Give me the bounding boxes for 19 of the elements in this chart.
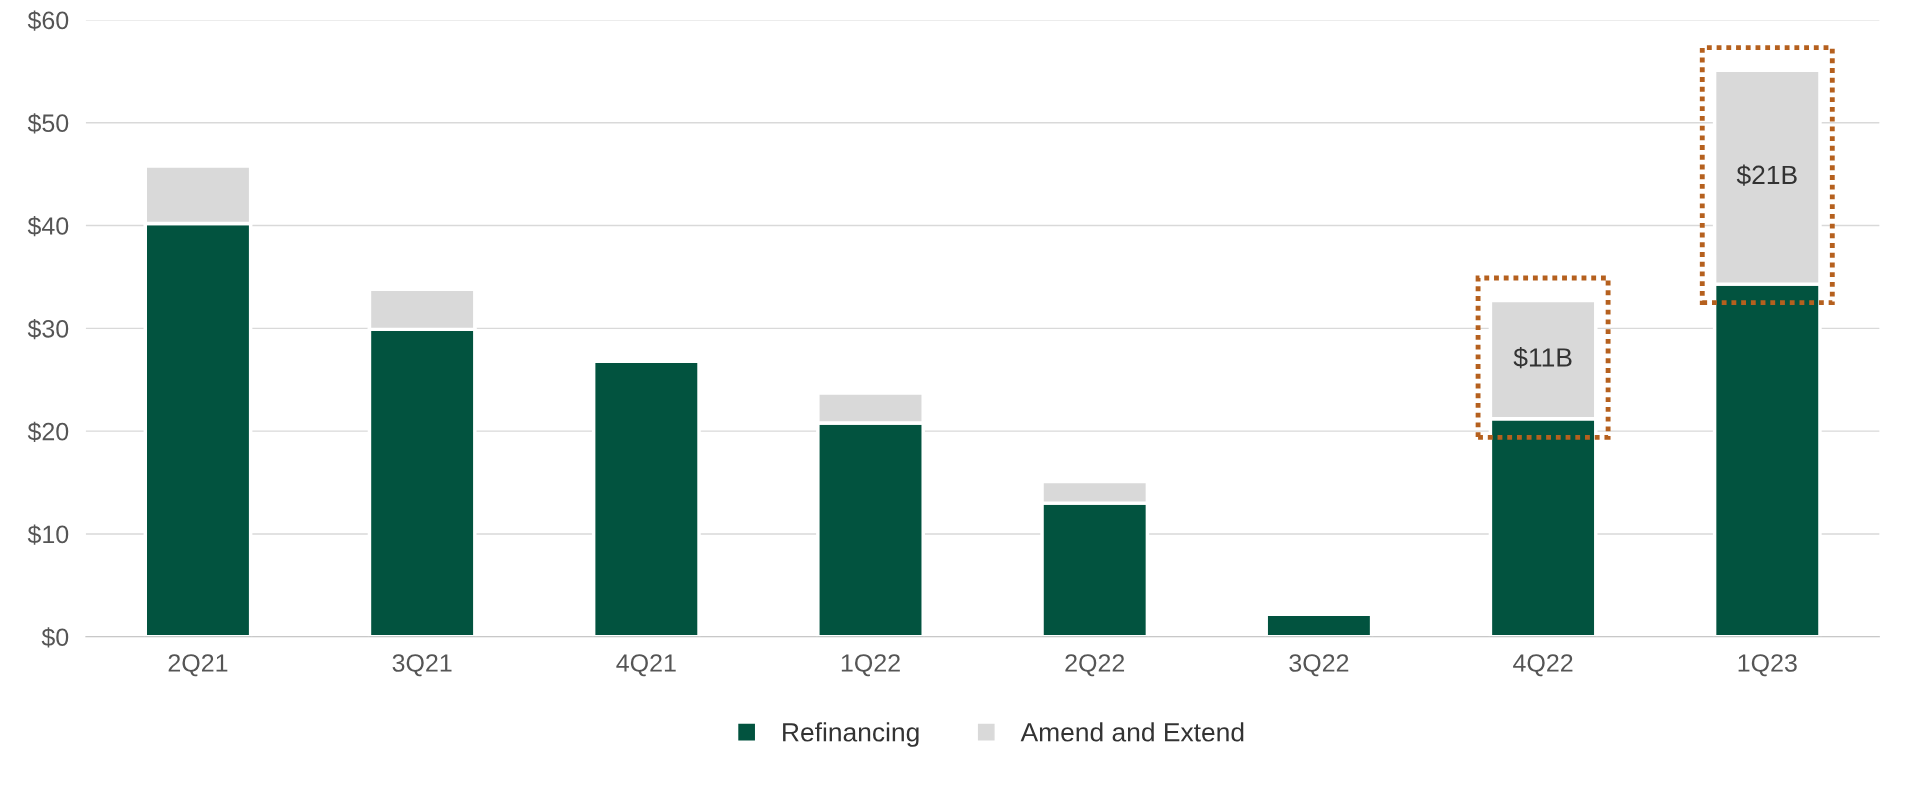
x-tick-label: 4Q22 [1513,654,1573,677]
y-tick-label: $0 [41,627,69,648]
x-tick-label: 2Q21 [168,654,228,677]
legend-label: Refinancing [783,722,919,747]
y-tick-label: $30 [27,318,69,340]
x-tick-label: 4Q21 [616,654,676,677]
legend-label: Amend and Extend [1020,722,1244,742]
data-label: $11B [1513,347,1572,369]
data-label: $21B [1736,164,1797,186]
x-tick-label: 1Q23 [1738,654,1797,677]
y-tick-label: $50 [27,113,69,134]
x-tick-label: 3Q22 [1289,654,1349,677]
x-tick-label: 2Q22 [1065,654,1125,677]
y-tick-label: $60 [27,10,69,31]
y-tick-label: $20 [27,421,69,442]
x-tick-label: 3Q21 [392,654,452,677]
y-tick-label: $10 [27,524,69,545]
y-tick-label: $40 [27,216,69,237]
x-tick-label: 1Q22 [841,654,900,677]
